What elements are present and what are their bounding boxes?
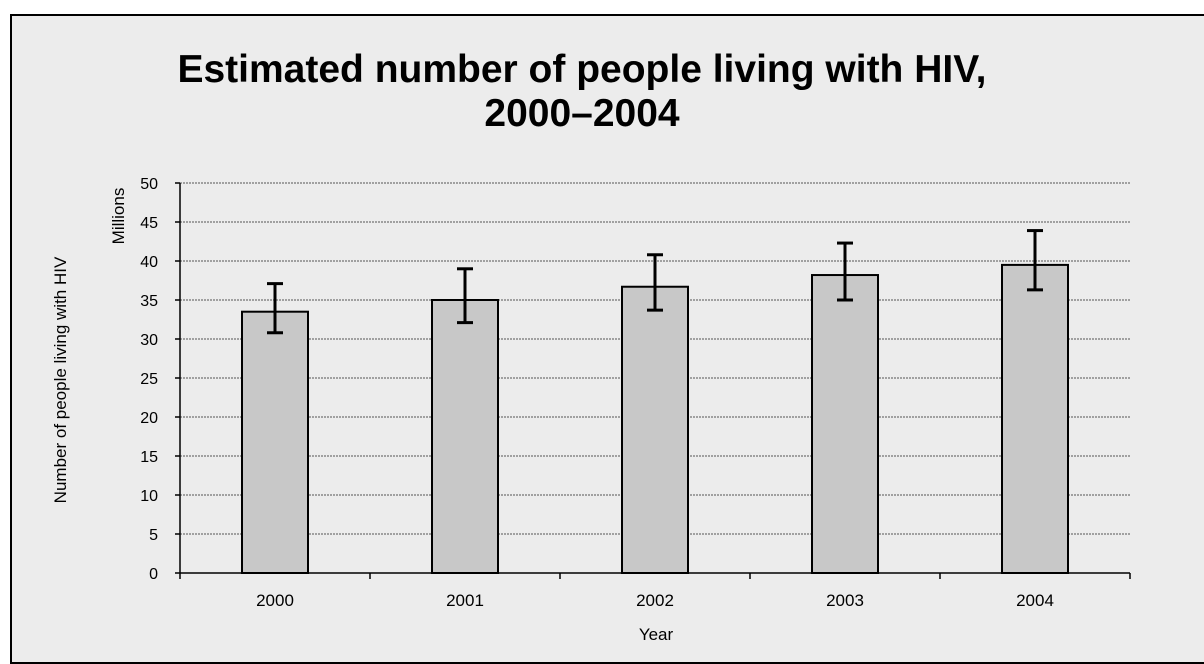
y-tick-label: 5 xyxy=(149,527,158,544)
x-tick-label: 2000 xyxy=(256,591,294,610)
y-tick-label: 0 xyxy=(149,566,158,583)
x-tick-label: 2002 xyxy=(636,591,674,610)
y-tick-label: 15 xyxy=(140,449,158,466)
bars xyxy=(241,263,1069,574)
bar-2003 xyxy=(811,274,879,574)
x-tick-label: 2003 xyxy=(826,591,864,610)
y-unit-label: Millions xyxy=(109,188,128,245)
y-tick-label: 10 xyxy=(140,488,158,505)
bar-2000 xyxy=(241,310,309,574)
y-tick-labels: 0 5 10 15 20 25 30 35 40 45 50 xyxy=(140,176,158,583)
y-tick-label: 45 xyxy=(140,215,158,232)
y-tick-label: 20 xyxy=(140,410,158,427)
y-axis-title: Number of people living with HIV xyxy=(51,256,70,503)
chart-title: Estimated number of people living with H… xyxy=(0,48,1164,136)
x-tick-label: 2001 xyxy=(446,591,484,610)
y-tick-label: 25 xyxy=(140,371,158,388)
chart-title-line-1: Estimated number of people living with H… xyxy=(177,48,987,91)
y-tick-label: 40 xyxy=(140,254,158,271)
y-tick-label: 30 xyxy=(140,332,158,349)
axes xyxy=(175,182,1131,579)
y-tick-label: 35 xyxy=(140,293,158,310)
error-bars xyxy=(267,229,1043,335)
bar-2002 xyxy=(621,285,689,574)
x-tick-labels: 2000 2001 2002 2003 2004 xyxy=(256,591,1054,610)
bar-2004 xyxy=(1001,263,1069,574)
x-tick-label: 2004 xyxy=(1016,591,1054,610)
y-tick-label: 50 xyxy=(140,176,158,193)
x-axis-title: Year xyxy=(639,625,674,644)
bar-2001 xyxy=(431,299,499,574)
chart-title-line-2: 2000–2004 xyxy=(484,92,680,135)
